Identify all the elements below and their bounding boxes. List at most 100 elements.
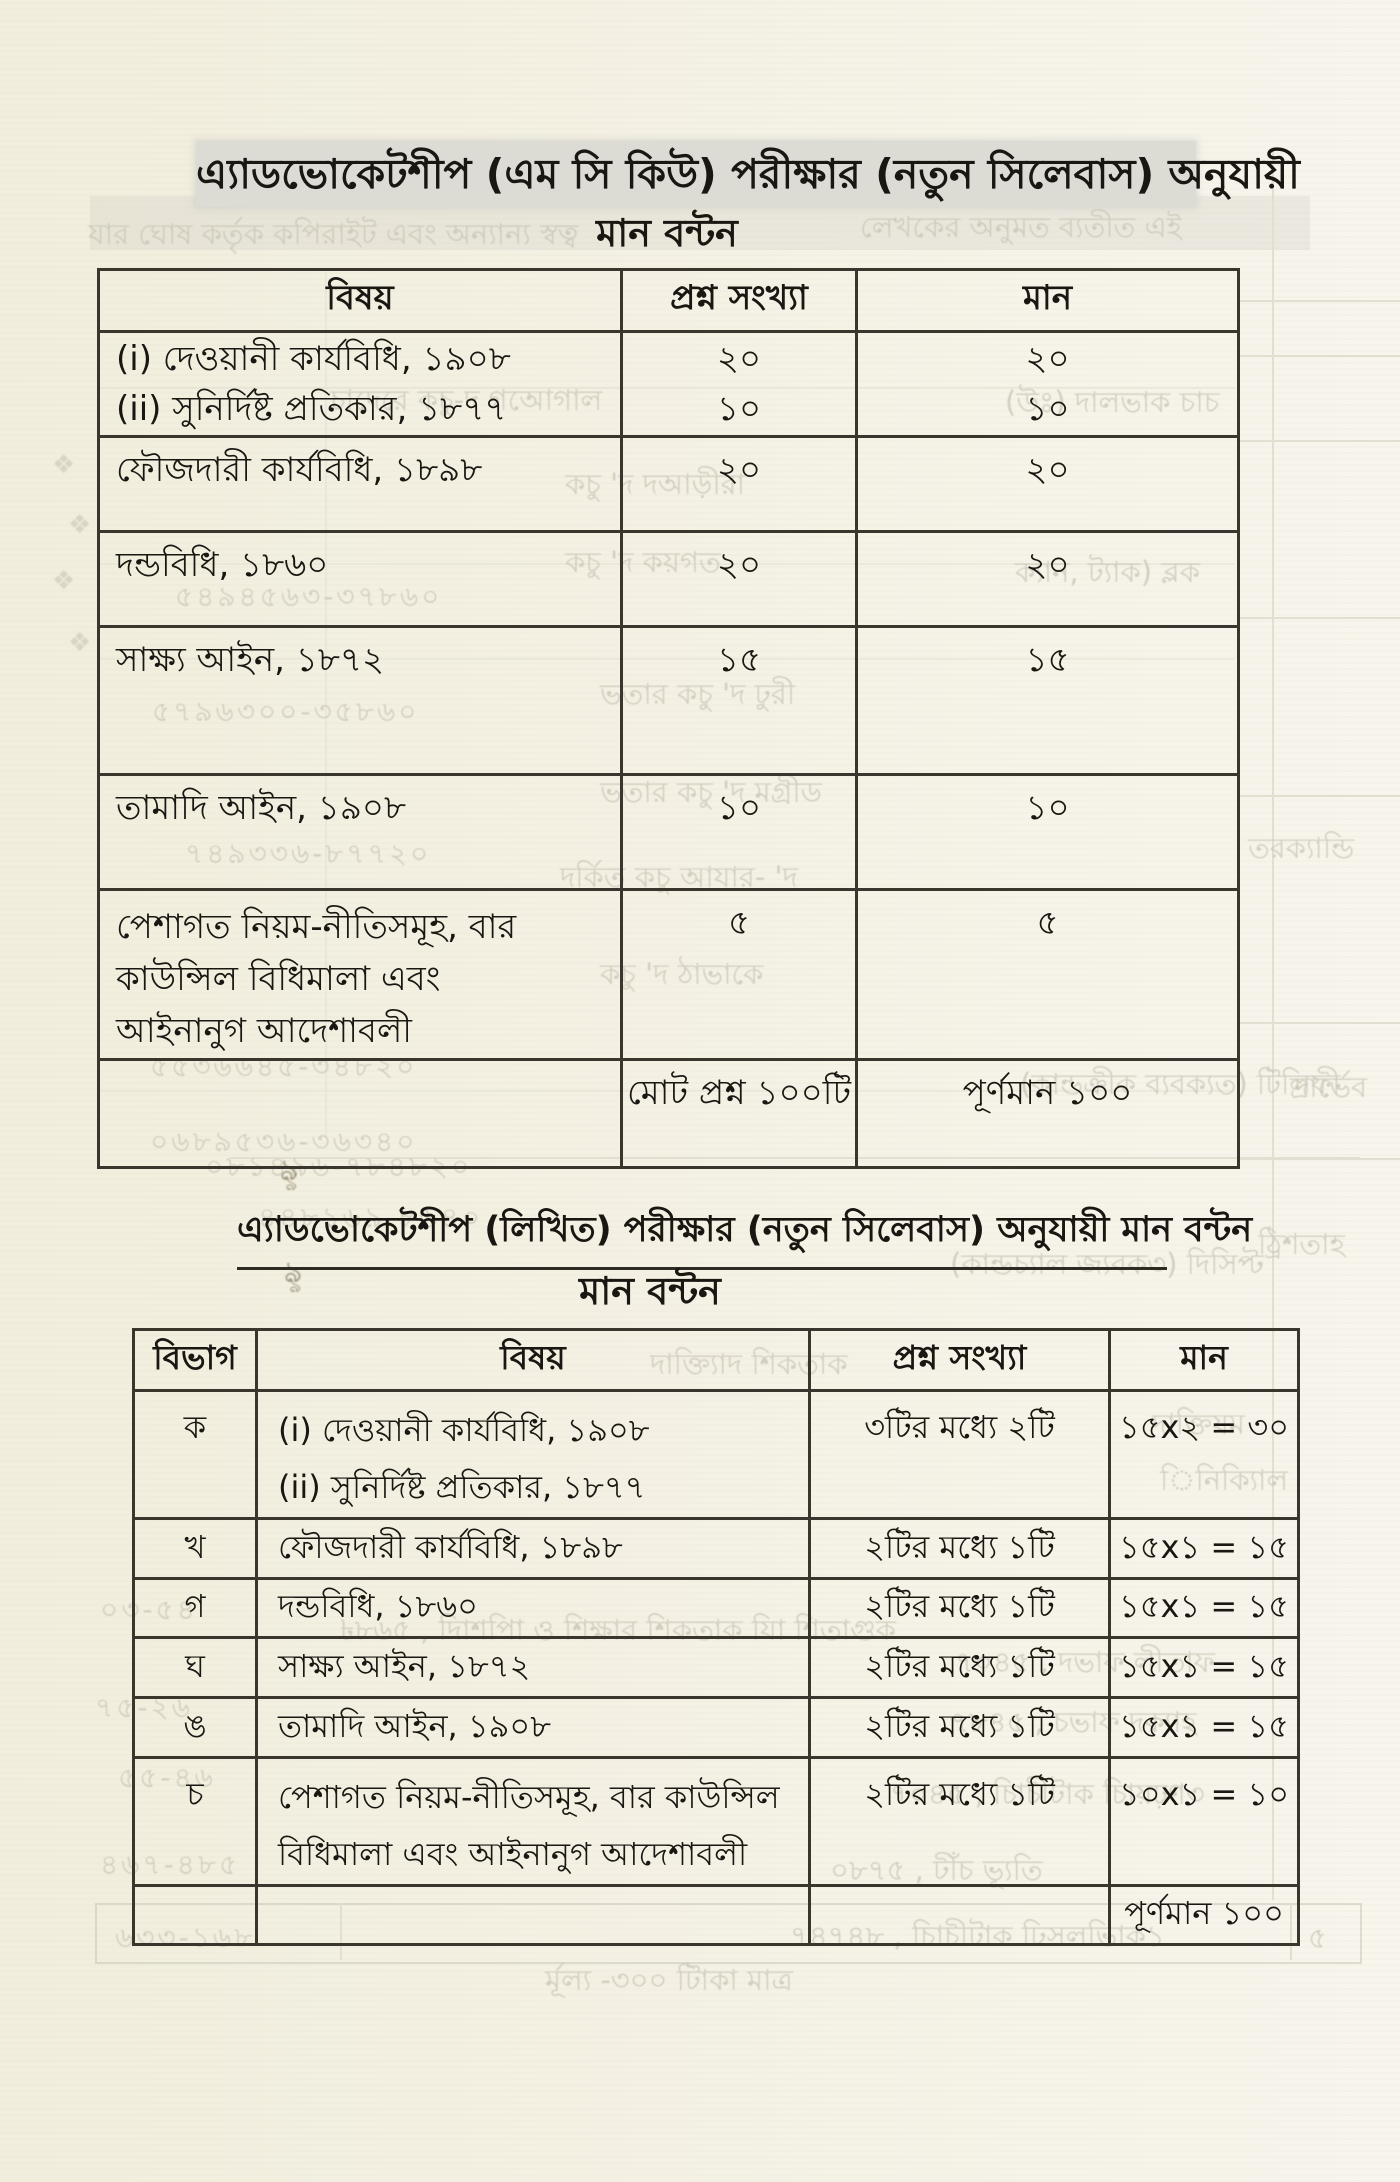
marks-cell: ১০: [855, 773, 1240, 891]
marks-cell: ১৫x২ = ৩০: [1108, 1389, 1300, 1520]
ghost-hline: [1237, 795, 1400, 797]
questions-cell: ২০: [620, 530, 858, 628]
header-question-count: প্রশ্ন সংখ্যা: [620, 268, 858, 333]
table-row: পেশাগত নিয়ম-নীতিসমূহ, বার কাউন্সিল বিধি…: [97, 888, 1240, 1061]
marks-cell: ২০: [855, 530, 1240, 628]
ghost-diamond-icon: ❖: [52, 450, 76, 480]
subject-line: (ii) সুনির্দিষ্ট প্রতিকার, ১৮৭৭: [116, 389, 507, 429]
ghost-hline: [1237, 1022, 1400, 1024]
ghost-diamond-icon: ❖: [68, 628, 92, 658]
subject-cell: দন্ডবিধি, ১৮৬০: [97, 530, 623, 628]
table-header-row: বিভাগ বিষয় প্রশ্ন সংখ্যা মান: [132, 1328, 1300, 1392]
marks-value: ১০: [1025, 389, 1070, 429]
questions-cell: ২টির মধ্যে ১টি: [808, 1577, 1111, 1639]
table-row: চ পেশাগত নিয়ম-নীতিসমূহ, বার কাউন্সিল বি…: [132, 1756, 1300, 1887]
questions-cell: ২টির মধ্যে ১টি: [808, 1696, 1111, 1759]
table-total-row: পূর্ণমান ১০০: [132, 1884, 1300, 1946]
table-row: দন্ডবিধি, ১৮৬০ ২০ ২০: [97, 530, 1240, 628]
ghost-hline: [1237, 355, 1400, 357]
total-marks-cell: পূর্ণমান ১০০: [855, 1058, 1240, 1169]
table-row: ক (i) দেওয়ানী কার্যবিধি, ১৯০৮ (ii) সুনি…: [132, 1389, 1300, 1520]
header-subject: বিষয়: [97, 268, 623, 333]
header-marks: মান: [1108, 1328, 1300, 1392]
ghost-diamond-icon: ❖: [52, 566, 76, 596]
questions-cell: ২০: [620, 435, 858, 533]
ghost-hline: [1237, 440, 1400, 442]
marks-cell: ১৫x১ = ১৫: [1108, 1696, 1300, 1759]
header-question-count: প্রশ্ন সংখ্যা: [808, 1328, 1111, 1392]
subject-cell: সাক্ষ্য আইন, ১৮৭২: [255, 1636, 811, 1699]
division-cell: গ: [132, 1577, 258, 1639]
subject-line: (i) দেওয়ানী কার্যবিধি, ১৯০৮: [278, 1411, 650, 1449]
marks-cell: ১৫x১ = ১৫: [1108, 1636, 1300, 1699]
table-row: ঘ সাক্ষ্য আইন, ১৮৭২ ২টির মধ্যে ১টি ১৫x১ …: [132, 1636, 1300, 1699]
table-row: ফৌজদারী কার্যবিধি, ১৮৯৮ ২০ ২০: [97, 435, 1240, 533]
header-marks: মান: [855, 268, 1240, 333]
subject-line: বিধিমালা এবং আইনানুগ আদেশাবলী: [278, 1835, 748, 1873]
empty-cell: [97, 1058, 623, 1169]
header-subject: বিষয়: [255, 1328, 811, 1392]
questions-cell: ৫: [620, 888, 858, 1061]
written-marks-table: বিভাগ বিষয় প্রশ্ন সংখ্যা মান ক (i) দেওয…: [132, 1328, 1300, 1946]
questions-cell: ২০ ১০: [620, 330, 858, 438]
marks-cell: ১০x১ = ১০: [1108, 1756, 1300, 1887]
table-row: ঙ তামাদি আইন, ১৯০৮ ২টির মধ্যে ১টি ১৫x১ =…: [132, 1696, 1300, 1759]
subject-line: (ii) সুনির্দিষ্ট প্রতিকার, ১৮৭৭: [278, 1468, 646, 1506]
subject-cell: তামাদি আইন, ১৯০৮: [97, 773, 623, 891]
ghost-diamond-icon: ❖: [68, 510, 92, 540]
table-header-row: বিষয় প্রশ্ন সংখ্যা মান: [97, 268, 1240, 333]
division-cell: চ: [132, 1756, 258, 1887]
marks-cell: ১৫x১ = ১৫: [1108, 1517, 1300, 1580]
division-cell: ঘ: [132, 1636, 258, 1699]
ghost-text: র্মূল্য -৩০০ টািকা মাত্র: [545, 1963, 793, 1997]
question-count: ২০: [716, 339, 762, 379]
subtitle-mark-distribution-2: মান বন্টন: [579, 1269, 721, 1313]
marks-cell: ১৫: [855, 625, 1240, 776]
subject-cell: সাক্ষ্য আইন, ১৮৭২: [97, 625, 623, 776]
table-total-row: মোট প্রশ্ন ১০০টি পূর্ণমান ১০০: [97, 1058, 1240, 1169]
ghost-text: ঠ্রিশতাহ: [1258, 1227, 1345, 1261]
subject-cell: ফৌজদারী কার্যবিধি, ১৮৯৮: [97, 435, 623, 533]
page-title-mcq: এ্যাডভোকেটশীপ (এম সি কিউ) পরীক্ষার (নতুন…: [196, 150, 1300, 198]
ghost-hline: [1237, 617, 1400, 619]
subject-line: (i) দেওয়ানী কার্যবিধি, ১৯০৮: [116, 339, 511, 379]
table-row: তামাদি আইন, ১৯০৮ ১০ ১০: [97, 773, 1240, 891]
marks-cell: ২০ ১০: [855, 330, 1240, 438]
title-highlight-band: [196, 141, 1196, 207]
questions-cell: ১৫: [620, 625, 858, 776]
subject-cell: পেশাগত নিয়ম-নীতিসমূহ, বার কাউন্সিল বিধি…: [255, 1756, 811, 1887]
subject-cell: দন্ডবিধি, ১৮৬০: [255, 1577, 811, 1639]
empty-cell: [132, 1884, 258, 1946]
subject-line: পেশাগত নিয়ম-নীতিসমূহ, বার কাউন্সিল: [278, 1778, 780, 1816]
mcq-marks-table: বিষয় প্রশ্ন সংখ্যা মান (i) দেওয়ানী কার…: [97, 268, 1240, 1169]
empty-cell: [255, 1884, 811, 1946]
marks-cell: ২০: [855, 435, 1240, 533]
ghost-text: দ্রার্ভেব: [1290, 1070, 1368, 1104]
table-row: গ দন্ডবিধি, ১৮৬০ ২টির মধ্যে ১টি ১৫x১ = ১…: [132, 1577, 1300, 1639]
division-cell: ক: [132, 1389, 258, 1520]
ghost-text: তরক্যান্ডি: [1248, 831, 1355, 865]
questions-cell: ৩টির মধ্যে ২টি: [808, 1389, 1111, 1520]
marks-cell: ১৫x১ = ১৫: [1108, 1577, 1300, 1639]
division-cell: ঙ: [132, 1696, 258, 1759]
question-count: ১০: [716, 389, 762, 429]
subject-cell: তামাদি আইন, ১৯০৮: [255, 1696, 811, 1759]
total-questions-cell: মোট প্রশ্ন ১০০টি: [620, 1058, 858, 1169]
total-marks-cell: পূর্ণমান ১০০: [1108, 1884, 1300, 1946]
header-division: বিভাগ: [132, 1328, 258, 1392]
page-title-written: এ্যাডভোকেটশীপ (লিখিত) পরীক্ষার (নতুন সিল…: [237, 1202, 1252, 1270]
empty-cell: [808, 1884, 1111, 1946]
table-row: খ ফৌজদারী কার্যবিধি, ১৮৯৮ ২টির মধ্যে ১টি…: [132, 1517, 1300, 1580]
questions-cell: ২টির মধ্যে ১টি: [808, 1756, 1111, 1887]
ghost-text: ৫: [1308, 1921, 1327, 1955]
questions-cell: ১০: [620, 773, 858, 891]
subject-cell: পেশাগত নিয়ম-নীতিসমূহ, বার কাউন্সিল বিধি…: [97, 888, 623, 1061]
questions-cell: ২টির মধ্যে ১টি: [808, 1636, 1111, 1699]
subject-cell: ফৌজদারী কার্যবিধি, ১৮৯৮: [255, 1517, 811, 1580]
subtitle-mark-distribution-1: মান বন্টন: [596, 211, 738, 255]
table-row: সাক্ষ্য আইন, ১৮৭২ ১৫ ১৫: [97, 625, 1240, 776]
marks-value: ২০: [1025, 339, 1070, 379]
subject-cell: (i) দেওয়ানী কার্যবিধি, ১৯০৮ (ii) সুনির্…: [97, 330, 623, 438]
ghost-hline: [1237, 1158, 1400, 1160]
